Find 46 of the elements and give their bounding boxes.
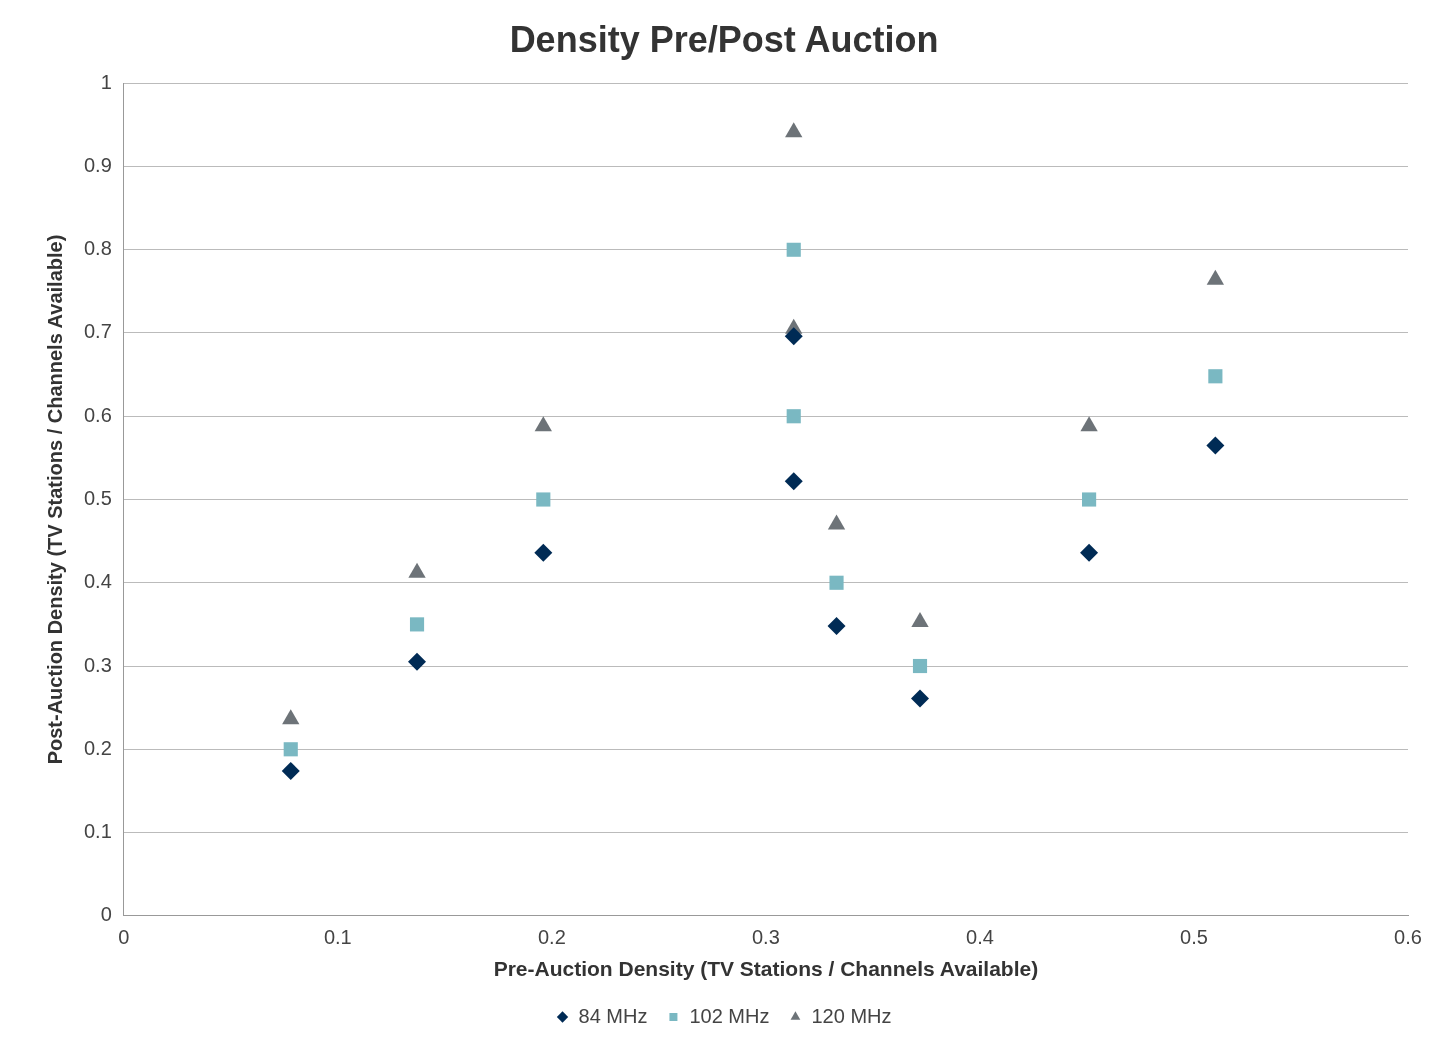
legend-label: 84 MHz bbox=[578, 1004, 648, 1027]
point bbox=[912, 658, 928, 674]
point bbox=[911, 689, 930, 708]
y-tick-label: 0.9 bbox=[83, 153, 112, 176]
x-tick-label: 0.1 bbox=[323, 926, 352, 949]
x-tick-label: 0.4 bbox=[966, 926, 994, 949]
point bbox=[283, 742, 298, 757]
y-tick-label: 1 bbox=[100, 70, 112, 93]
point bbox=[408, 652, 427, 671]
chart-title: Density Pre/Post Auction bbox=[509, 18, 939, 60]
point bbox=[281, 761, 300, 780]
point bbox=[786, 242, 801, 257]
x-tick-label: 0.3 bbox=[752, 926, 780, 949]
point bbox=[785, 122, 803, 138]
point bbox=[1080, 416, 1098, 432]
point bbox=[534, 416, 552, 432]
point bbox=[1082, 492, 1097, 507]
y-tick-label: 0.6 bbox=[83, 403, 112, 426]
point bbox=[1080, 543, 1099, 562]
legend-label: 120 MHz bbox=[811, 1004, 892, 1027]
point bbox=[1206, 436, 1225, 455]
point bbox=[534, 543, 553, 562]
point bbox=[786, 409, 801, 424]
point bbox=[784, 327, 803, 346]
x-axis-title: Pre-Auction Density (TV Stations / Channels Available) bbox=[493, 957, 1039, 981]
point bbox=[1208, 369, 1223, 384]
y-tick-label: 0.4 bbox=[83, 570, 112, 593]
x-tick-label: 0.6 bbox=[1394, 926, 1422, 949]
point bbox=[1206, 269, 1225, 285]
point bbox=[536, 492, 551, 507]
y-tick-label: 0.8 bbox=[83, 237, 112, 260]
point bbox=[784, 472, 803, 491]
y-tick-label: 0.2 bbox=[83, 736, 112, 759]
y-tick-label: 0.5 bbox=[83, 487, 112, 510]
x-tick-label: 0 bbox=[118, 926, 130, 949]
point bbox=[827, 617, 846, 636]
y-tick-label: 0 bbox=[100, 903, 112, 926]
point bbox=[829, 575, 844, 590]
point bbox=[409, 617, 425, 632]
y-tick-label: 0.7 bbox=[83, 320, 112, 343]
y-tick-label: 0.3 bbox=[83, 653, 112, 676]
legend-label: 102 MHz bbox=[689, 1004, 770, 1027]
x-tick-label: 0.5 bbox=[1180, 926, 1208, 949]
y-axis-title: Post-Auction Density (TV Stations / Channels Available) bbox=[43, 234, 66, 765]
y-tick-label: 0.1 bbox=[83, 820, 112, 843]
x-tick-label: 0.2 bbox=[537, 926, 566, 949]
